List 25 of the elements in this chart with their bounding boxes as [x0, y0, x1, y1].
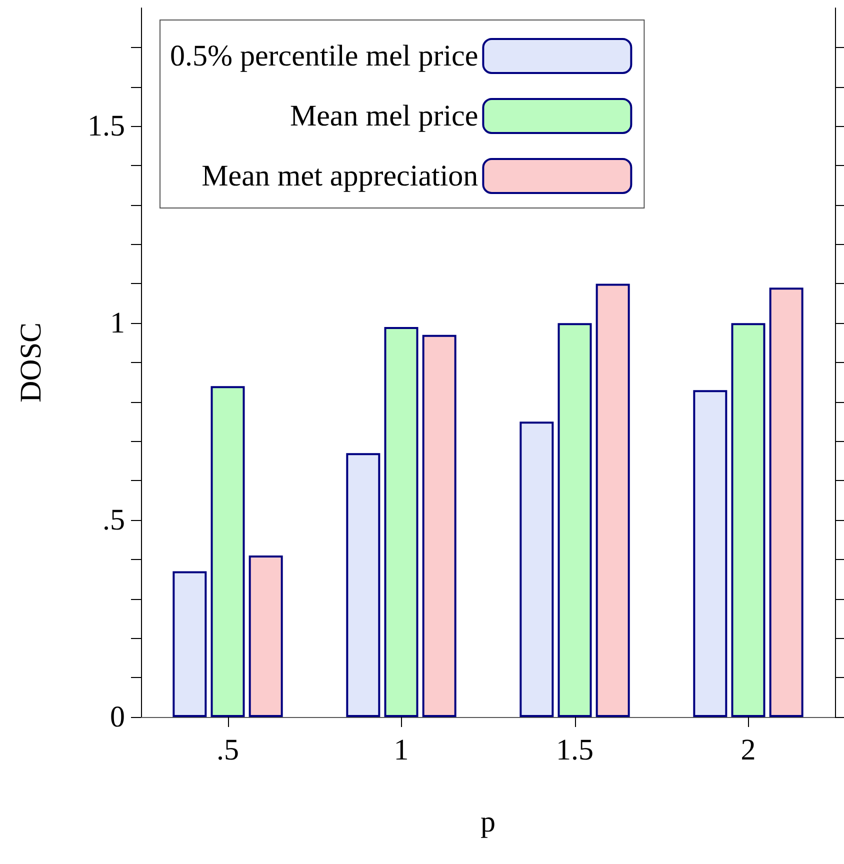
- bar: [248, 556, 283, 717]
- bar: [422, 334, 456, 717]
- bar: [731, 323, 766, 717]
- bar: [520, 422, 554, 717]
- y-tick-label: .5: [102, 504, 125, 537]
- bar: [384, 327, 418, 717]
- bar: [172, 571, 207, 717]
- y-tick-label: 1: [110, 306, 125, 340]
- bar: [693, 390, 728, 717]
- x-tick-label: 1: [394, 734, 409, 766]
- x-tick-label: 1.5: [556, 734, 594, 766]
- legend-label: Mean met appreciation: [202, 160, 478, 192]
- y-tick-label: 0: [110, 700, 125, 734]
- bar: [769, 288, 804, 717]
- bar: [210, 386, 245, 717]
- x-tick-label: .5: [216, 734, 239, 766]
- x-axis-title: p: [480, 806, 496, 838]
- legend-label: 0.5% percentile mel price: [170, 40, 478, 72]
- bar: [346, 453, 380, 717]
- bar: [558, 323, 592, 717]
- bar: [596, 284, 630, 717]
- legend-label: Mean mel price: [290, 100, 478, 132]
- y-tick-label: 1.5: [88, 110, 125, 143]
- x-tick-label: 2: [740, 734, 756, 766]
- y-axis-title: DOSC: [14, 322, 48, 403]
